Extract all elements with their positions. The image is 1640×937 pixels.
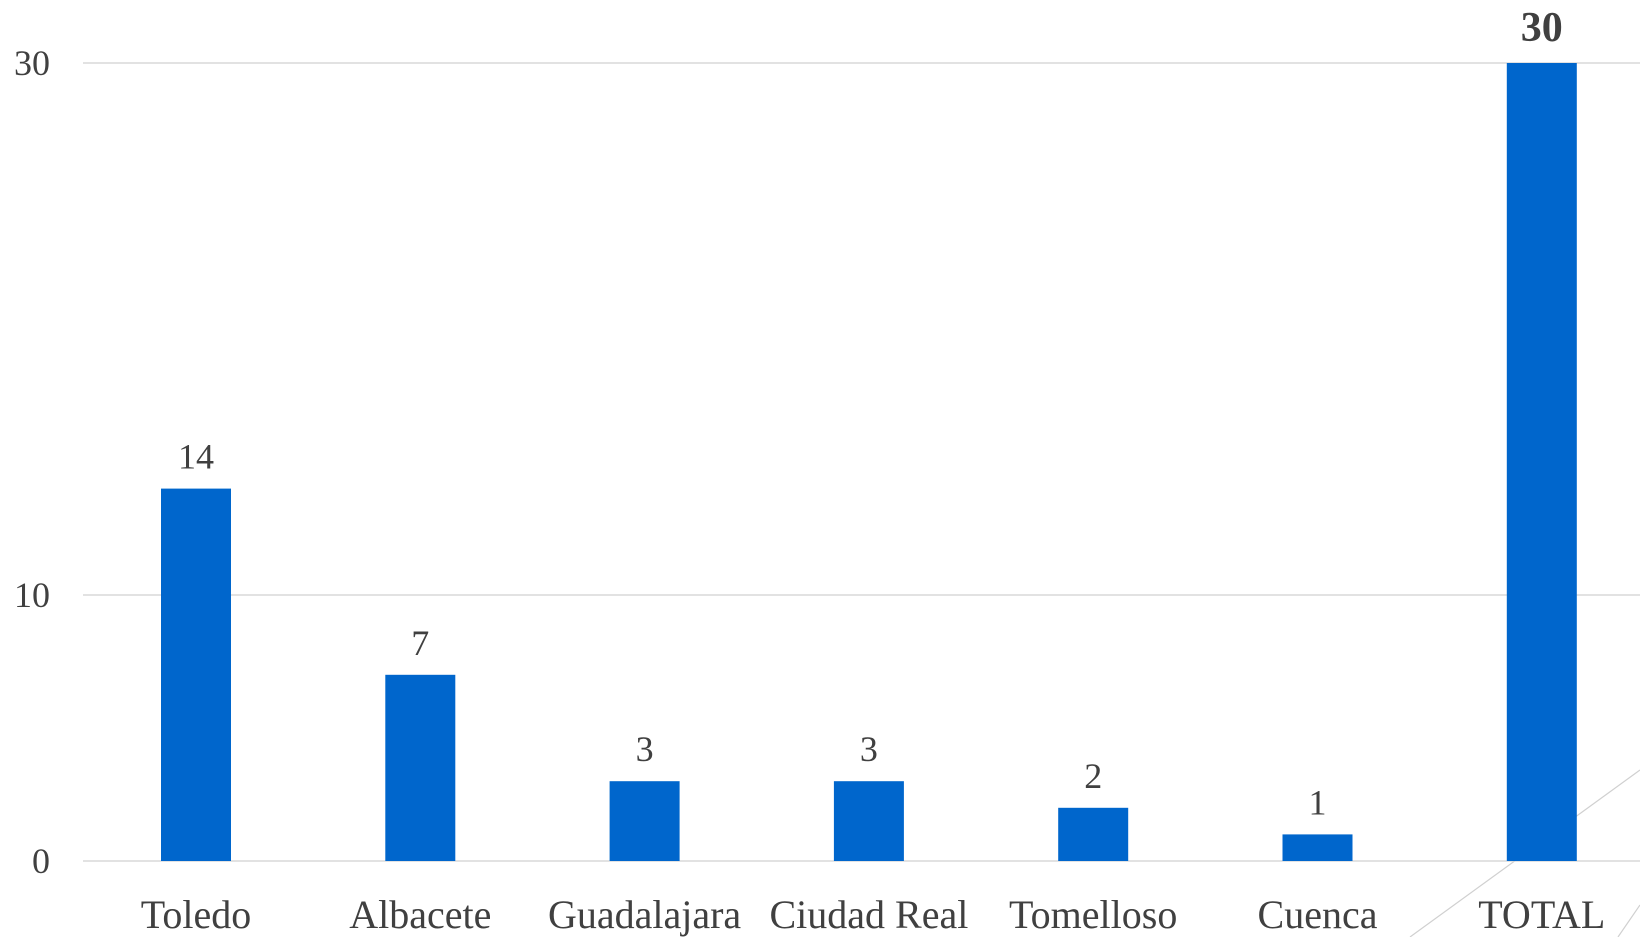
- x-category-label: Albacete: [349, 892, 491, 937]
- y-tick-label: 30: [14, 43, 50, 83]
- data-label: 30: [1521, 5, 1563, 51]
- bars: [161, 63, 1577, 861]
- bar-total: [1506, 63, 1577, 861]
- x-axis-categories: Toledo Albacete Guadalajara Ciudad Real Tome…: [141, 892, 1606, 937]
- bar-tomelloso: [1058, 807, 1129, 861]
- x-category-label: Guadalajara: [548, 892, 741, 937]
- y-tick-label: 10: [14, 575, 50, 615]
- bar-cuenca: [1282, 834, 1353, 861]
- bar-guadalajara: [609, 781, 680, 861]
- data-label: 3: [636, 729, 654, 769]
- y-axis-ticks: 0 10 30: [14, 43, 50, 881]
- data-label: 3: [860, 729, 878, 769]
- y-tick-label: 0: [32, 841, 50, 881]
- x-category-label: Cuenca: [1258, 892, 1378, 937]
- x-category-label: TOTAL: [1478, 892, 1605, 937]
- data-label: 7: [411, 623, 429, 663]
- bar-ciudad-real: [833, 781, 904, 861]
- x-category-label: Tomelloso: [1009, 892, 1177, 937]
- data-label: 1: [1309, 782, 1327, 822]
- bar-albacete: [385, 674, 456, 861]
- data-label: 2: [1084, 756, 1102, 796]
- decorative-diagonal-line: [1617, 904, 1640, 937]
- x-category-label: Toledo: [141, 892, 252, 937]
- bar-toledo: [161, 488, 231, 861]
- data-labels: 14 7 3 3 2 1 30: [178, 5, 1563, 822]
- x-category-label: Ciudad Real: [769, 892, 968, 937]
- data-label: 14: [178, 437, 214, 477]
